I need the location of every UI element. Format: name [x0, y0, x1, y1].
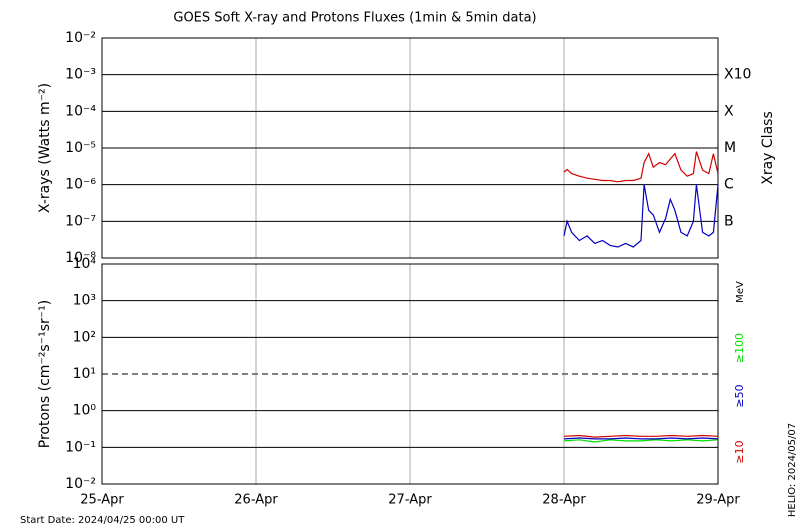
class-label: M	[724, 140, 736, 156]
x-tick-label: 28-Apr	[542, 493, 586, 508]
plot-frame	[101, 37, 719, 259]
y-tick-label: 10⁻⁸	[65, 250, 96, 266]
y-tick-label: 10⁻¹	[65, 439, 96, 455]
x-tick-label: 25-Apr	[80, 493, 124, 508]
series-line	[563, 434, 719, 438]
legend-entry: ≥100	[733, 333, 746, 363]
y-tick-label: 10⁻²	[65, 30, 96, 46]
legend-entry: ≥10	[733, 440, 746, 463]
y-tick-label: 10⁴	[73, 256, 97, 272]
series-line	[563, 437, 719, 440]
y-tick-label: 10³	[73, 293, 96, 309]
class-label: X10	[724, 67, 751, 83]
side-note: HELIO: 2024/05/07	[787, 423, 798, 517]
x-tick-label: 26-Apr	[234, 493, 278, 508]
y-tick-label: 10⁰	[73, 403, 97, 419]
y-axis-label: Protons (cm⁻²s⁻¹sr⁻¹)	[37, 300, 53, 449]
chart-title: GOES Soft X-ray and Protons Fluxes (1min…	[173, 11, 536, 26]
y-tick-label: 10²	[73, 329, 96, 345]
x-tick-label: 29-Apr	[696, 493, 740, 508]
series-line	[563, 184, 719, 248]
class-axis-label: Xray Class	[760, 111, 776, 185]
x-tick-label: 27-Apr	[388, 493, 432, 508]
y-tick-label: 10⁻⁷	[65, 213, 96, 229]
y-tick-label: 10⁻⁶	[65, 177, 96, 193]
y-tick-label: 10⁻⁴	[65, 103, 96, 119]
class-label: C	[724, 177, 734, 193]
y-axis-label: X-rays (Watts m⁻²)	[37, 83, 53, 213]
y-tick-label: 10⁻²	[65, 476, 96, 492]
series-line	[563, 151, 719, 183]
footer: Start Date: 2024/04/25 00:00 UT	[20, 515, 185, 526]
plot-frame	[101, 263, 719, 485]
y-tick-label: 10⁻³	[65, 67, 96, 83]
class-label: X	[724, 103, 734, 119]
y-tick-label: 10¹	[73, 366, 96, 382]
y-tick-label: 10⁻⁵	[65, 140, 96, 156]
units-label: MeV	[735, 281, 746, 303]
legend-entry: ≥50	[733, 384, 746, 407]
class-label: B	[724, 213, 734, 229]
series-line	[563, 439, 719, 443]
